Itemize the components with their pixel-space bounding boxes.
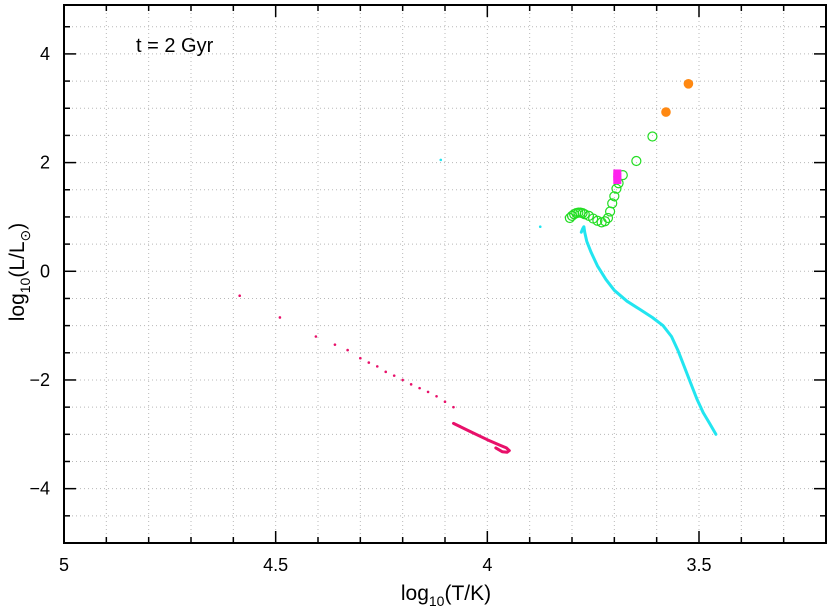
data-point <box>631 155 642 167</box>
data-point <box>661 107 671 117</box>
y-tick-label: 0 <box>40 261 50 281</box>
data-point <box>409 383 413 386</box>
x-axis-label-base: log <box>401 582 429 605</box>
data-point <box>278 316 282 319</box>
x-tick-label: 3.5 <box>686 555 711 575</box>
grid-lines <box>64 5 826 543</box>
data-point <box>613 175 622 184</box>
data-point <box>579 209 590 220</box>
data-point <box>435 394 438 398</box>
y-axis-label-sun: ⊙ <box>17 230 33 242</box>
y-axis-label-rest: (L/L <box>6 241 29 277</box>
y-tick-label: −4 <box>29 479 50 499</box>
x-tick-label: 5 <box>59 555 69 575</box>
y-axis-label-sub: 10 <box>17 277 33 293</box>
data-point <box>418 386 421 390</box>
x-axis-label-sub: 10 <box>429 593 445 609</box>
x-tick-label: 4.5 <box>263 555 288 575</box>
x-axis-label: log10(T/K) <box>401 582 491 609</box>
data-point <box>458 424 462 428</box>
series-6 <box>661 78 694 117</box>
data-point <box>609 191 620 202</box>
time-annotation: t = 2 Gyr <box>136 35 214 57</box>
data-point <box>314 335 318 338</box>
data-point <box>392 374 396 377</box>
data-point <box>426 390 430 394</box>
data-point <box>443 400 447 404</box>
y-axis-label: log10(L/L⊙) <box>6 223 33 322</box>
data-point <box>538 225 542 229</box>
series-line <box>579 225 718 436</box>
series-1 <box>439 158 542 229</box>
data-point <box>683 78 694 89</box>
series-line <box>452 421 511 454</box>
data-point <box>367 361 371 364</box>
series-0 <box>579 225 718 436</box>
series-5 <box>613 169 622 184</box>
data-point <box>592 215 603 226</box>
data-point <box>647 131 658 142</box>
y-tick-label: 2 <box>40 153 50 173</box>
axis-ticks: 5 4.5 4 3.5 −4 −2 0 2 4 <box>29 5 826 575</box>
data-point <box>346 348 349 352</box>
x-tick-label: 4 <box>482 555 492 575</box>
data-point <box>602 212 614 224</box>
y-axis-label-base: log <box>6 293 29 321</box>
y-axis-label-close: ) <box>6 223 29 230</box>
data-point <box>452 405 455 409</box>
data-point <box>611 183 622 194</box>
data-point <box>375 365 379 368</box>
data-point <box>238 294 241 298</box>
y-tick-label: 4 <box>40 44 50 64</box>
data-point <box>333 343 337 346</box>
data-point <box>439 158 443 162</box>
y-tick-label: −2 <box>29 370 50 390</box>
data-point <box>607 198 618 209</box>
series-4 <box>564 131 658 228</box>
series-2 <box>452 421 511 454</box>
data-point <box>401 378 404 382</box>
data-point <box>359 356 362 360</box>
data-point <box>577 208 588 219</box>
series-3 <box>238 294 462 428</box>
x-axis-label-rest: (T/K) <box>444 582 491 605</box>
data-point <box>599 216 611 227</box>
data-marks <box>238 78 718 454</box>
data-point <box>384 370 388 374</box>
